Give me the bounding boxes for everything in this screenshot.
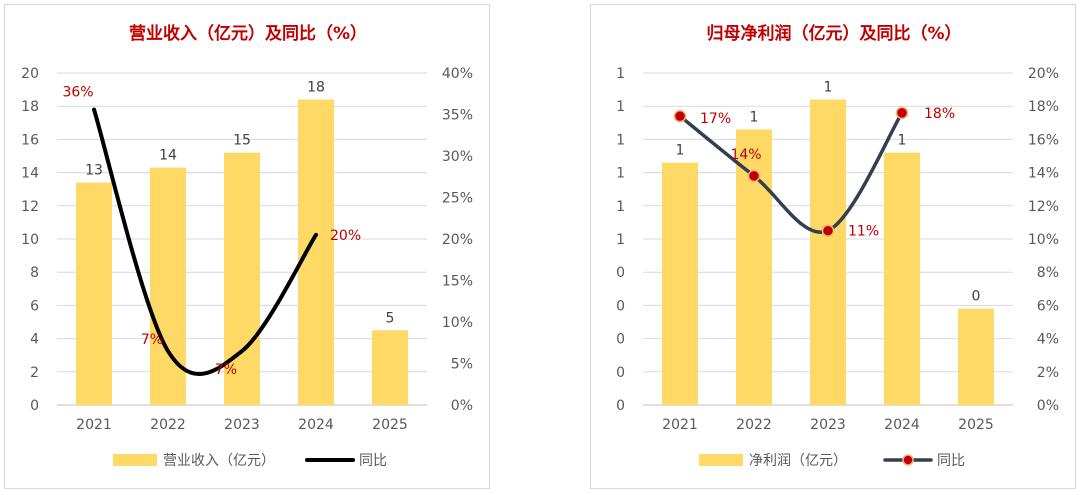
y2-tick-label: 6% — [1037, 298, 1059, 314]
net-profit-chart-panel: 归母净利润（亿元）及同比（%） 0 0 0 0 0 1 1 1 1 1 1 0% 2% 4% 6% 8% 10% 1… — [590, 4, 1076, 489]
y-tick-label: 0 — [616, 298, 625, 314]
y-tick-label: 1 — [616, 232, 625, 248]
y2-tick-label: 0% — [451, 398, 473, 414]
y-tick-label: 18 — [21, 99, 39, 115]
y-tick-label: 1 — [616, 132, 625, 148]
x-tick-label: 2024 — [298, 417, 334, 433]
yoy-value-label: 7% — [215, 362, 237, 378]
net-profit-chart: 归母净利润（亿元）及同比（%）000001111110%2%4%6%8%10%1… — [616, 23, 1059, 469]
legend-line-marker — [902, 454, 914, 466]
y2-tick-label: 18% — [1028, 99, 1059, 115]
bar — [76, 182, 112, 405]
bar-value-label: 0 — [972, 289, 981, 305]
y2-tick-label: 40% — [442, 66, 473, 82]
bar-value-label: 1 — [750, 109, 759, 125]
bar-value-label: 1 — [898, 133, 907, 149]
revenue-chart: 营业收入（亿元）及同比（%） 0 2 4 6 8 10 12 14 16 18 20 0% 5% 10% 15… — [21, 23, 473, 469]
yoy-value-label: 18% — [924, 106, 955, 122]
x-tick-label: 2022 — [736, 417, 772, 433]
y-tick-label: 6 — [30, 298, 39, 314]
y2-tick-label: 35% — [442, 108, 473, 124]
y-tick-label: 0 — [616, 365, 625, 381]
y-tick-label: 0 — [616, 265, 625, 281]
y-tick-label: 1 — [616, 166, 625, 182]
legend-bar-swatch — [699, 454, 743, 466]
yoy-marker — [895, 106, 909, 120]
y-tick-label: 1 — [616, 199, 625, 215]
legend-bar-label: 净利润（亿元） — [749, 453, 847, 469]
yoy-value-label: 14% — [730, 147, 761, 163]
x-tick-label: 2025 — [958, 417, 994, 433]
x-tick-label: 2024 — [884, 417, 920, 433]
legend-bar-swatch — [113, 454, 157, 466]
y2-tick-label: 0% — [1037, 398, 1059, 414]
bar-value-label: 14 — [159, 148, 177, 164]
yoy-line — [678, 111, 904, 234]
yoy-marker — [821, 224, 835, 237]
y2-tick-label: 20% — [442, 232, 473, 248]
bar — [150, 167, 186, 405]
yoy-value-label: 36% — [62, 85, 93, 101]
y-tick-label: 14 — [21, 166, 39, 182]
y-tick-label: 0 — [30, 398, 39, 414]
y2-tick-label: 5% — [451, 357, 473, 373]
bar-value-label: 15 — [233, 133, 251, 149]
x-tick-label: 2025 — [372, 417, 408, 433]
y2-tick-label: 8% — [1037, 265, 1059, 281]
x-tick-label: 2022 — [150, 417, 186, 433]
y2-tick-label: 2% — [1037, 365, 1059, 381]
y-tick-label: 10 — [21, 232, 39, 248]
y-tick-label: 4 — [30, 332, 39, 348]
x-tick-label: 2021 — [76, 417, 112, 433]
bar — [662, 162, 698, 405]
yoy-value-label: 17% — [700, 111, 731, 127]
yoy-value-label: 7% — [141, 332, 163, 348]
y2-tick-label: 15% — [442, 274, 473, 290]
y-tick-label: 8 — [30, 265, 39, 281]
bar — [372, 330, 408, 405]
bar-value-label: 1 — [676, 143, 685, 159]
legend-line-label: 同比 — [937, 453, 965, 469]
y-tick-label: 2 — [30, 365, 39, 381]
bar-value-label: 1 — [824, 80, 833, 96]
bar — [810, 99, 846, 405]
chart-title: 归母净利润（亿元）及同比（%） — [706, 23, 961, 44]
y-tick-label: 0 — [616, 398, 625, 414]
yoy-marker — [673, 109, 687, 123]
y2-tick-label: 16% — [1028, 132, 1059, 148]
yoy-marker — [747, 169, 761, 183]
chart-title: 营业收入（亿元）及同比（%） — [129, 23, 367, 44]
y-tick-label: 0 — [616, 332, 625, 348]
y2-tick-label: 10% — [1028, 232, 1059, 248]
bar-value-label: 18 — [307, 80, 325, 96]
y2-tick-label: 10% — [442, 315, 473, 331]
yoy-value-label: 11% — [848, 224, 879, 240]
y2-tick-label: 12% — [1028, 199, 1059, 215]
y-tick-label: 1 — [616, 66, 625, 82]
y2-tick-label: 30% — [442, 149, 473, 165]
y2-tick-label: 20% — [1028, 66, 1059, 82]
bar — [884, 152, 920, 405]
y2-tick-label: 4% — [1037, 332, 1059, 348]
y-tick-label: 12 — [21, 199, 39, 215]
yoy-value-label: 20% — [330, 228, 361, 244]
y-tick-label: 1 — [616, 99, 625, 115]
y2-tick-label: 14% — [1028, 166, 1059, 182]
bar-value-label: 5 — [386, 310, 395, 326]
y2-tick-label: 25% — [442, 191, 473, 207]
x-tick-label: 2021 — [662, 417, 698, 433]
bar — [298, 99, 334, 405]
bar — [958, 308, 994, 405]
legend-line-label: 同比 — [359, 453, 387, 469]
yoy-line — [92, 107, 318, 376]
y-tick-label: 16 — [21, 132, 39, 148]
x-tick-label: 2023 — [224, 417, 260, 433]
y-tick-label: 20 — [21, 66, 39, 82]
bar-value-label: 13 — [85, 163, 103, 179]
revenue-chart-panel: 营业收入（亿元）及同比（%） 0 2 4 6 8 10 12 14 16 18 20 0% 5% 10% 15… — [4, 4, 490, 489]
bar — [224, 152, 260, 405]
legend-bar-label: 营业收入（亿元） — [163, 453, 275, 469]
x-tick-label: 2023 — [810, 417, 846, 433]
